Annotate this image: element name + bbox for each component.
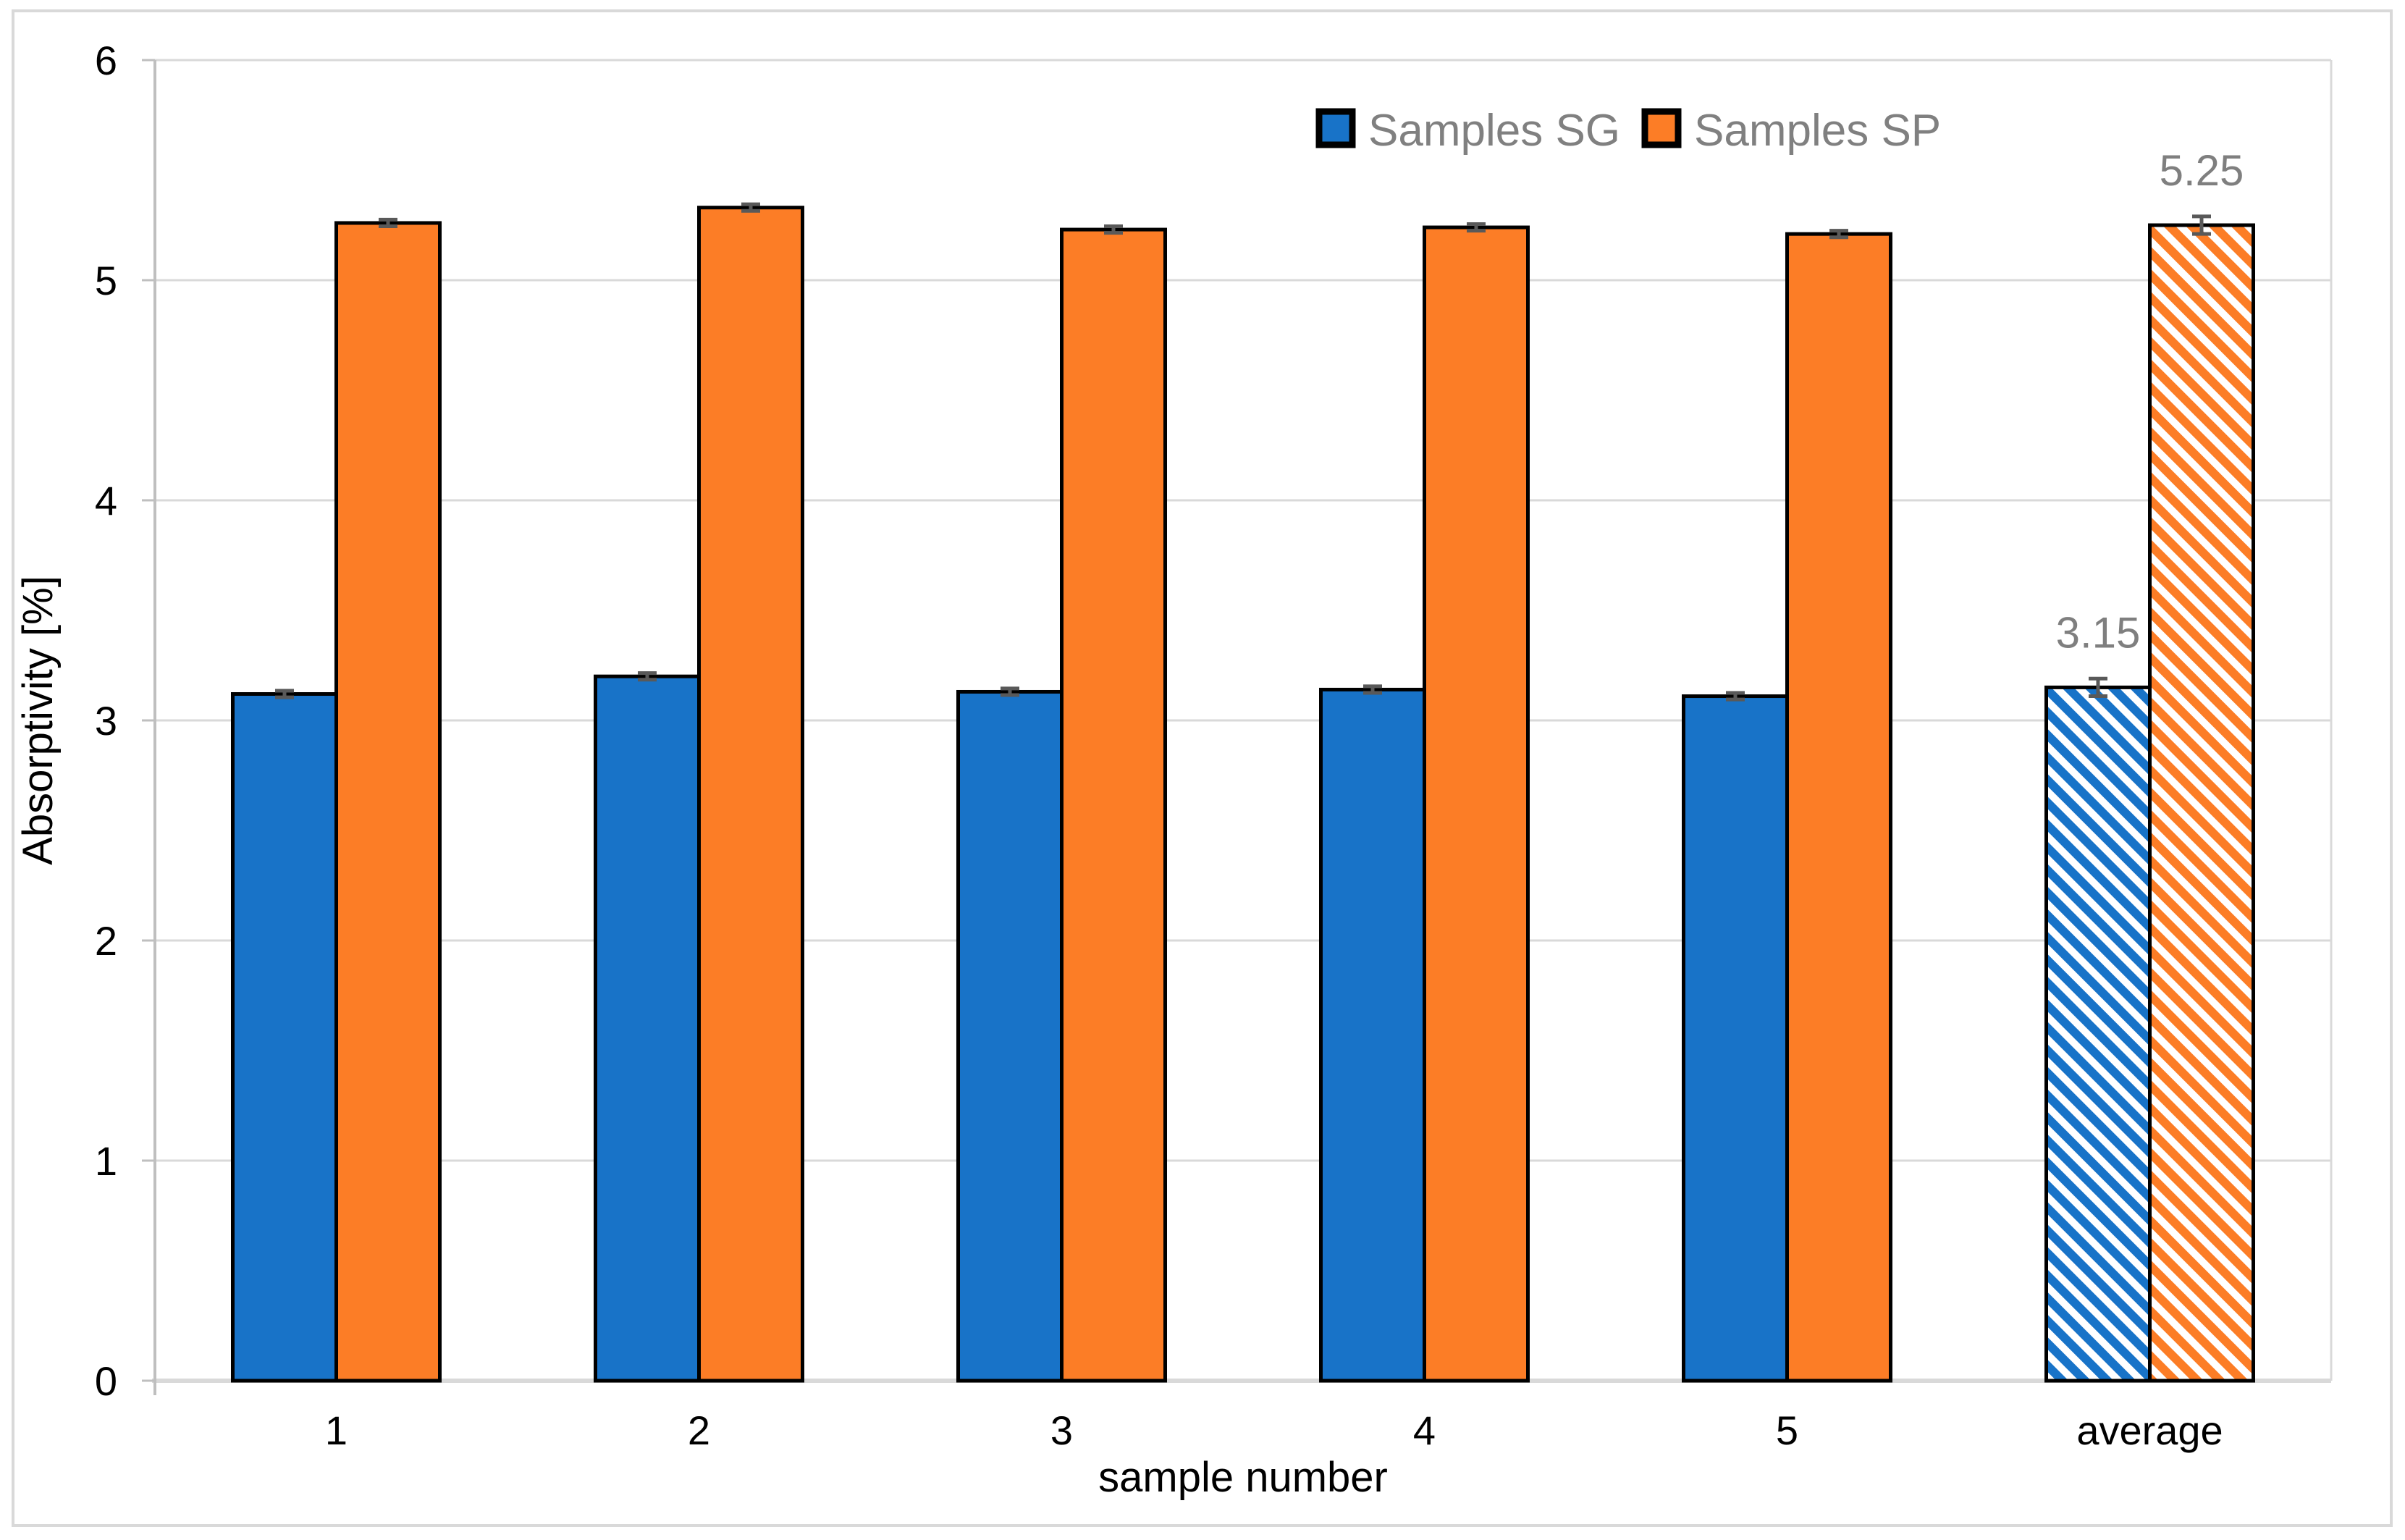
x-tick-label-5: 5: [1776, 1408, 1798, 1453]
y-tick-label-6: 6: [95, 38, 117, 83]
x-tick-label-1: 1: [325, 1408, 348, 1453]
error-bar-samples-sp-2: [741, 202, 760, 213]
x-tick-label-2: 2: [688, 1408, 710, 1453]
bar-samples-sg-2: [594, 674, 701, 1383]
bar-samples-sp-average: [2148, 223, 2255, 1383]
x-tick-label-3: 3: [1050, 1408, 1073, 1453]
y-tick-label-5: 5: [95, 258, 117, 303]
y-axis-title: Absorptivity [%]: [14, 576, 62, 865]
legend-marker-samples-sp: [1641, 108, 1682, 148]
y-tick-label-3: 3: [95, 698, 117, 744]
legend-label-samples-sp: Samples SP: [1694, 106, 1941, 156]
bar-samples-sg-average: [2044, 685, 2152, 1383]
error-bar-samples-sg-2: [638, 671, 657, 682]
bar-samples-sp-4: [1423, 225, 1530, 1383]
bar-samples-sp-3: [1060, 227, 1167, 1383]
error-bar-samples-sp-4: [1467, 222, 1486, 233]
bar-samples-sp-2: [697, 206, 804, 1383]
legend-label-samples-sg: Samples SG: [1368, 106, 1620, 156]
x-axis-title: sample number: [1098, 1454, 1388, 1501]
error-bar-samples-sg-1: [275, 689, 294, 699]
bar-samples-sg-3: [956, 689, 1063, 1383]
y-tick-label-0: 0: [95, 1358, 117, 1404]
figure-border: [12, 9, 2393, 1527]
error-bar-samples-sg-average: [2089, 676, 2107, 699]
error-bar-samples-sg-4: [1363, 684, 1382, 695]
y-tick-label-2: 2: [95, 918, 117, 964]
error-bar-samples-sp-1: [379, 217, 397, 229]
x-tick-label-4: 4: [1413, 1408, 1436, 1453]
data-label-samples-sp: 5.25: [2160, 146, 2244, 195]
error-bar-samples-sp-3: [1104, 224, 1123, 235]
bar-samples-sg-4: [1319, 687, 1426, 1383]
error-bar-samples-sp-average: [2192, 214, 2211, 236]
data-label-samples-sg: 3.15: [2056, 608, 2141, 657]
legend-marker-samples-sg: [1315, 108, 1356, 148]
bar-samples-sg-1: [231, 692, 338, 1383]
error-bar-samples-sg-3: [1001, 686, 1019, 697]
y-tick-label-4: 4: [95, 478, 117, 523]
error-bar-samples-sp-5: [1829, 229, 1848, 240]
bar-samples-sp-1: [334, 221, 442, 1383]
y-tick-label-1: 1: [95, 1138, 117, 1184]
x-tick-label-average: average: [2076, 1408, 2223, 1453]
error-bar-samples-sg-5: [1726, 691, 1745, 702]
bar-samples-sp-5: [1785, 232, 1892, 1383]
bar-samples-sg-5: [1682, 694, 1789, 1383]
